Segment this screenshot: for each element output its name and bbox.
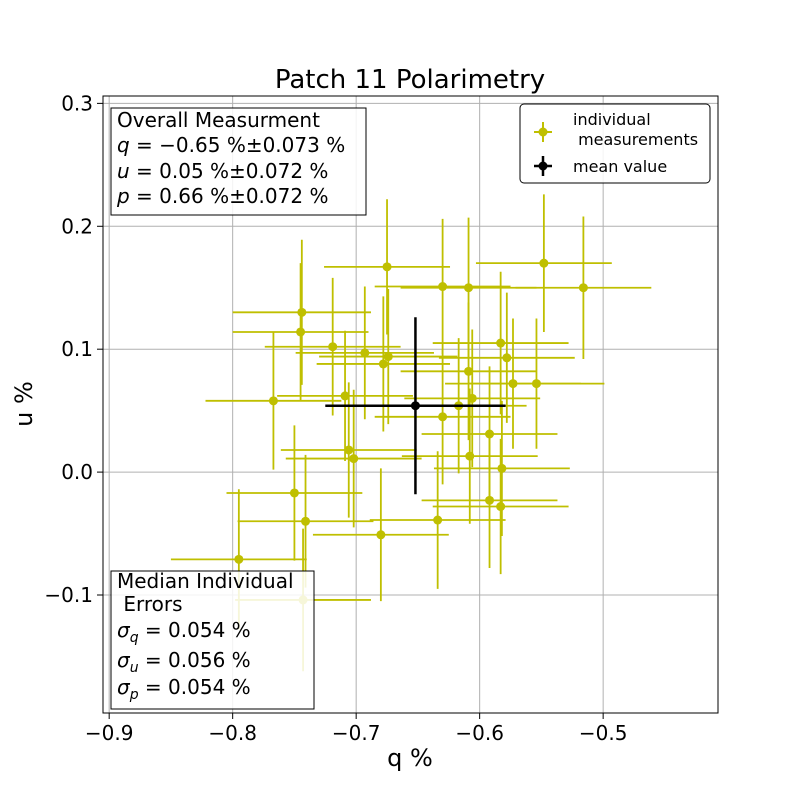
measurement-point	[468, 318, 605, 449]
y-tick-label: 0.1	[61, 337, 93, 361]
y-tick-label: 0.3	[61, 91, 93, 115]
point-marker	[349, 454, 359, 464]
measurement-point	[404, 329, 541, 468]
point-marker	[502, 353, 512, 363]
point-marker	[438, 282, 448, 292]
legend-label-mean: mean value	[573, 157, 667, 176]
measurement-point	[401, 388, 538, 524]
point-marker	[376, 530, 386, 540]
point-marker	[378, 359, 388, 369]
point-marker	[382, 262, 392, 272]
axis-ticks: −0.9 −0.8 −0.7 −0.6 −0.5 −0.1 0.0 0.1 0.2 0.3	[44, 91, 627, 745]
point-marker	[383, 352, 393, 362]
point-marker	[531, 379, 541, 389]
measurement-point	[432, 438, 569, 575]
measurement-point	[319, 288, 458, 425]
measurement-point	[374, 218, 511, 355]
y-tick-label: 0.0	[61, 460, 93, 484]
y-tick-label: −0.1	[44, 583, 93, 607]
point-marker	[344, 445, 354, 455]
point-marker	[433, 515, 443, 525]
point-marker	[328, 342, 338, 352]
measurement-point	[432, 271, 569, 415]
point-marker	[464, 366, 474, 376]
x-tick-label: −0.9	[85, 721, 134, 745]
sigma-q-line: σq = 0.054 %	[117, 618, 251, 646]
measurement-point	[280, 382, 417, 518]
measurement-point	[295, 286, 434, 420]
measurement-point	[374, 349, 511, 485]
measurement-point	[438, 292, 575, 423]
point-marker	[340, 391, 350, 401]
sigma-u-line: σu = 0.056 %	[117, 648, 251, 676]
sigma-p-line: σp = 0.054 %	[117, 675, 251, 703]
point-marker	[234, 554, 244, 564]
measurement-point	[237, 454, 374, 588]
x-tick-label: −0.6	[455, 721, 504, 745]
measurement-point	[400, 302, 537, 441]
measurement-point	[226, 425, 363, 561]
legend-marker-mean	[534, 156, 552, 176]
point-marker	[289, 488, 299, 498]
point-marker	[410, 401, 420, 411]
point-marker	[464, 283, 474, 293]
measurement-point	[475, 194, 612, 332]
measurement-point	[232, 263, 369, 401]
legend: individual measurements mean value	[519, 103, 711, 184]
median-errors-title: Median Individual	[117, 569, 294, 593]
point-marker	[497, 463, 507, 473]
point-marker	[297, 307, 307, 317]
overall-q-line: q = −0.65 %±0.073 %	[117, 133, 345, 157]
measurement-point	[324, 199, 451, 335]
x-axis-label: q %	[387, 744, 433, 772]
legend-label-individual: individual measurements	[573, 110, 698, 149]
point-marker	[496, 338, 506, 348]
measurement-point	[515, 216, 652, 360]
y-axis-label: u %	[10, 381, 38, 427]
point-marker	[360, 348, 370, 358]
median-errors-title-line2: Errors	[117, 592, 183, 616]
overall-measurement-title: Overall Measurment	[117, 108, 320, 132]
point-marker	[296, 327, 306, 337]
point-marker	[301, 516, 311, 526]
chart-title: Patch 11 Polarimetry	[275, 65, 545, 95]
point-marker	[485, 495, 495, 505]
y-tick-label: 0.2	[61, 214, 93, 238]
measurement-point	[312, 468, 449, 602]
median-errors-box: Median Individual Errors σq = 0.054 % σu…	[110, 569, 315, 710]
legend-marker-individual	[534, 122, 552, 142]
point-marker	[268, 396, 278, 406]
measurement-point	[433, 400, 570, 537]
measurement-point	[316, 296, 451, 432]
x-tick-label: −0.8	[208, 721, 257, 745]
measurement-point	[264, 277, 401, 416]
measurement-point	[285, 389, 422, 528]
overall-p-line: p = 0.66 %±0.072 %	[116, 184, 328, 208]
x-tick-label: −0.7	[332, 721, 381, 745]
mean-value-point	[325, 317, 506, 495]
overall-measurement-box: Overall Measurment q = −0.65 %±0.073 % u…	[110, 107, 367, 216]
point-marker	[465, 451, 475, 461]
x-tick-label: −0.5	[579, 721, 628, 745]
measurement-point	[232, 239, 371, 385]
measurement-point	[205, 331, 342, 470]
measurement-point	[369, 451, 506, 589]
point-marker	[496, 502, 506, 512]
point-marker	[539, 258, 549, 268]
point-marker	[438, 412, 448, 422]
point-marker	[578, 283, 588, 293]
measurement-point	[421, 432, 558, 568]
measurement-point	[277, 330, 413, 462]
plot-frame	[102, 95, 719, 714]
overall-u-line: u = 0.05 %±0.072 %	[117, 159, 328, 183]
